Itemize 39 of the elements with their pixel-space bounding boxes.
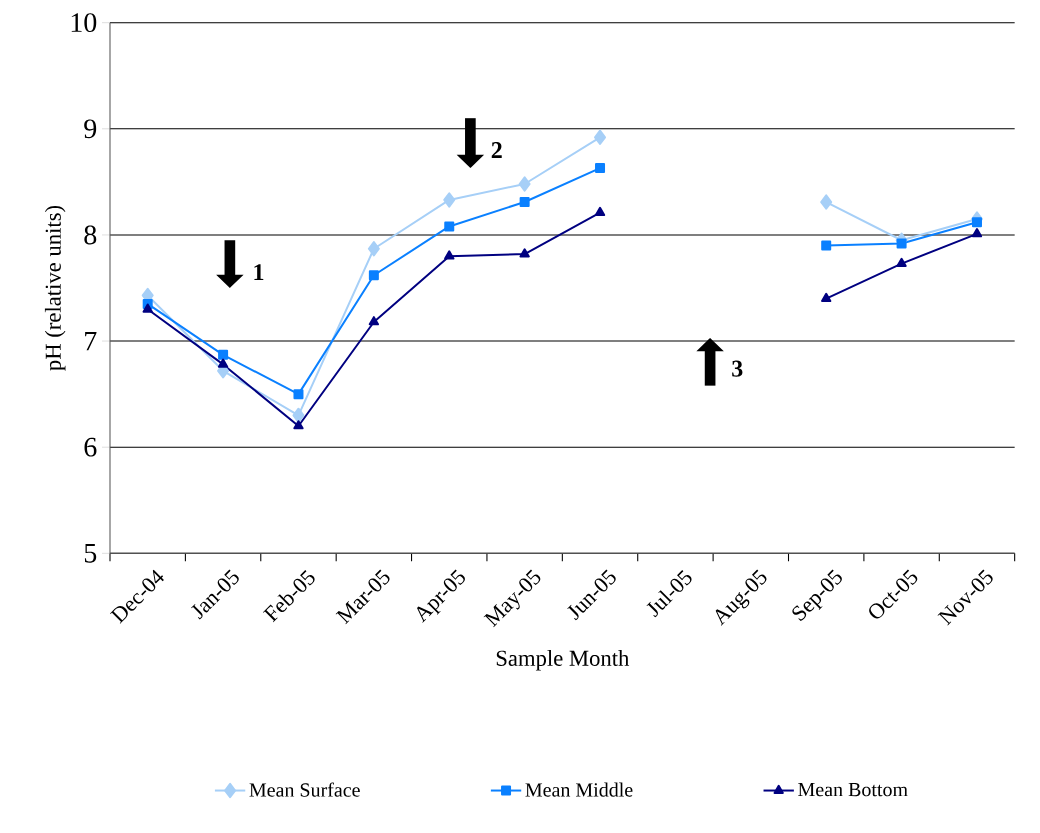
- point: [142, 303, 153, 313]
- legend-label: Mean Bottom: [798, 783, 908, 797]
- point: [821, 292, 832, 303]
- y-tick-label: 8: [84, 225, 97, 245]
- point: [595, 163, 606, 174]
- point: [443, 192, 456, 208]
- point: [293, 420, 304, 430]
- point: [594, 206, 606, 217]
- point: [971, 217, 982, 228]
- annotation: 3: [732, 360, 743, 377]
- legend-label: Mean Surface: [249, 782, 360, 797]
- y-axis-title: pH (relative units): [44, 205, 66, 371]
- point: [368, 316, 380, 326]
- point: [820, 194, 833, 210]
- legend-label: Mean Middle: [525, 782, 633, 797]
- point: [896, 257, 907, 267]
- point: [594, 129, 607, 145]
- point: [293, 389, 304, 400]
- point: [519, 248, 530, 258]
- y-tick-label: 6: [84, 437, 97, 457]
- point: [444, 250, 455, 260]
- point: [292, 407, 305, 424]
- y-tick-label: 5: [84, 544, 97, 563]
- y-tick-label: 9: [84, 119, 97, 139]
- point: [444, 221, 455, 232]
- annotation: 1: [254, 264, 264, 280]
- annotation: 2: [491, 142, 502, 158]
- y-tick-label: 10: [71, 13, 97, 33]
- point: [367, 241, 380, 257]
- point: [896, 238, 907, 249]
- point: [519, 197, 530, 208]
- x-axis-title: Sample Month: [496, 649, 630, 671]
- point: [368, 270, 379, 281]
- y-tick-label: 7: [85, 331, 97, 351]
- point: [217, 358, 229, 368]
- point: [971, 228, 983, 238]
- point: [518, 176, 531, 192]
- point: [821, 240, 832, 251]
- point: [218, 349, 229, 360]
